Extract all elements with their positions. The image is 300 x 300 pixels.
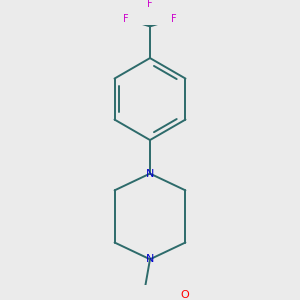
Text: O: O (180, 290, 189, 300)
Text: N: N (146, 169, 154, 178)
Text: F: F (123, 14, 129, 24)
Text: N: N (146, 254, 154, 264)
Text: F: F (171, 14, 177, 24)
Text: F: F (147, 0, 153, 9)
